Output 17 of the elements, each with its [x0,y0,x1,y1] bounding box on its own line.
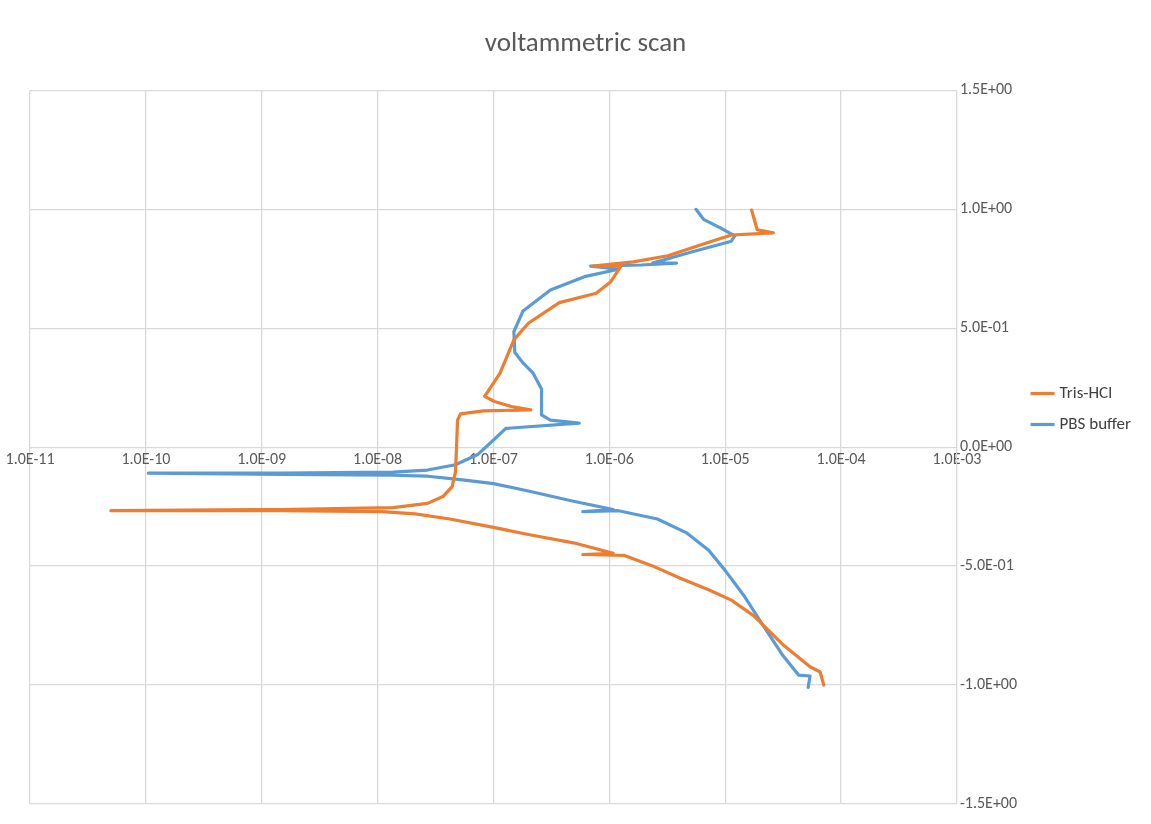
y-tick-label: 1.0E+00 [959,198,1013,218]
y-tick-label: -1.0E+00 [959,674,1018,694]
x-tick-label: 1.0E-11 [5,448,55,468]
x-tick-label: 1.0E-09 [237,448,287,468]
x-tick-label: 1.0E-06 [584,448,634,468]
legend-label: PBS buffer [1059,412,1132,434]
x-tick-label: 1.0E-10 [121,448,171,468]
x-tick-label: 1.0E-04 [816,448,866,468]
legend-label: Tris-HCl [1059,381,1113,403]
y-tick-label: 1.5E+00 [959,79,1013,99]
y-tick-label: 5.0E-01 [959,317,1009,337]
x-tick-label: 1.0E-05 [700,448,750,468]
x-tick-label: 1.0E-07 [468,448,518,468]
y-tick-label: -1.5E+00 [959,793,1018,812]
chart-title: voltammetric scan [484,24,687,58]
y-tick-label: -5.0E-01 [959,555,1014,575]
x-tick-label: 1.0E-08 [353,448,403,468]
